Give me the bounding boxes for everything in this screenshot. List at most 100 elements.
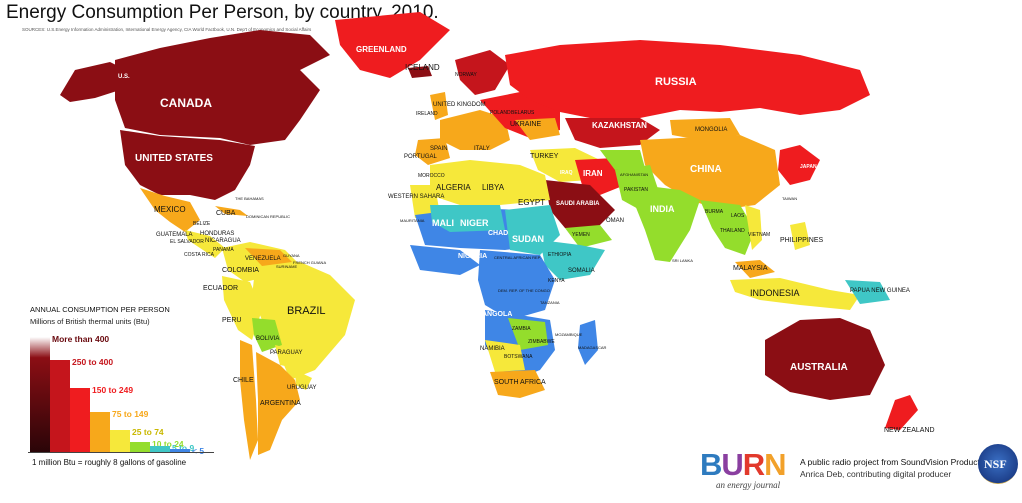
chile-region [240,340,258,460]
label-argentina: ARGENTINA [260,400,301,407]
sources-note: SOURCES: U.S.Energy Information Administ… [22,27,312,32]
legend-bar [50,360,70,452]
label-mali: MALI [432,218,454,228]
legend-bar [130,442,150,452]
label-egypt: EGYPT [518,198,545,207]
label-china: CHINA [690,164,722,175]
legend-note: 1 million Btu = roughly 8 gallons of gas… [32,458,187,467]
label-costarica: COSTA RICA [184,252,215,258]
legend-label: 75 to 149 [112,409,149,419]
label-pakistan: PAKISTAN [624,187,648,193]
label-bolivia: BOLIVIA [256,336,279,342]
mexico-region [140,188,200,232]
label-car: CENTRAL AFRICAN REP. [494,255,541,260]
legend-label: 150 to 249 [92,385,134,395]
label-colombia: COLOMBIA [222,267,259,274]
label-ireland: IRELAND [416,111,438,117]
botswana-namibia-region [485,340,525,372]
label-russia: RUSSIA [655,76,697,88]
burn-logo: BURN [700,447,787,483]
legend-title: ANNUAL CONSUMPTION PER PERSON [30,305,170,314]
label-iran: IRAN [583,169,603,178]
legend-bar [30,337,50,452]
burn-letter: R [742,447,765,482]
china-region [640,135,780,210]
kazakhstan-region [565,118,660,148]
label-ethiopia: ETHIOPIA [548,252,572,258]
paraguay-region [275,345,295,368]
bolivia-region [252,318,282,352]
label-taiwan: TAIWAN [782,196,797,201]
alaska-region [60,62,130,102]
label-madagascar: MADAGASCAR [578,345,607,350]
label-morocco: MOROCCO [418,173,445,179]
label-spain: SPAIN [430,146,448,152]
legend: ANNUAL CONSUMPTION PER PERSON Millions o… [26,305,214,471]
label-algeria: ALGERIA [436,183,471,192]
india-region [635,185,700,262]
label-nicaragua: NICARAGUA [205,238,241,244]
north-africa-region [430,160,550,205]
label-vietnam: VIETNAM [748,232,770,238]
label-frenchguiana: FRENCH GUIANA [293,260,326,265]
label-ecuador: ECUADOR [203,285,238,292]
label-belarus: BELARUS [511,110,535,116]
australia-region [765,318,885,400]
label-nigeria: NIGERIA [458,253,487,260]
malaysia-region [735,260,775,278]
indonesia-region [730,278,860,310]
label-dominican: DOMINICAN REPUBLIC [246,214,290,219]
label-australia: AUSTRALIA [790,362,848,373]
label-zimbabwe: ZIMBABWE [528,339,555,345]
argentina-region [256,352,300,455]
label-portugal: PORTUGAL [404,154,438,160]
label-mongolia: MONGOLIA [695,127,727,133]
nsf-logo-text: NSF [984,457,1007,471]
philippines-region [790,222,810,250]
label-burma: BURMA [705,209,724,215]
saudi-arabia-region [545,180,615,230]
central-america-region [185,230,225,258]
iberia-region [415,138,450,165]
label-panama: PANAMA [213,247,234,253]
credit-line-2: Anrica Deb, contributing digital produce… [800,469,952,479]
russia-region [505,40,870,120]
vietnam-region [745,205,762,250]
label-uk: UNITED KINGDOM [433,102,486,108]
papua-region [845,280,890,304]
iceland-region [408,66,432,78]
burn-tagline: an energy journal [716,480,781,490]
label-suriname: SURINAME [276,264,297,269]
label-us-alaska: U.S. [118,74,130,80]
burn-letter: N [764,447,786,482]
brazil-region [252,262,355,380]
ecuador-peru-region [222,276,262,340]
label-brazil: BRAZIL [287,305,326,317]
label-mexico: MEXICO [154,205,186,214]
label-westernsahara: WESTERN SAHARA [388,194,444,200]
legend-label: 250 to 400 [72,357,114,367]
label-philippines: PHILIPPINES [780,237,824,244]
label-iraq: IRAQ [560,170,573,176]
label-bahamas: THE BAHAMAS [235,196,264,201]
label-mauritania: MAURITANIA [400,218,425,223]
legend-bar [90,412,110,452]
map-title: Energy Consumption Per Person, by countr… [6,2,439,23]
europe-west-region [440,110,510,150]
legend-bar [70,388,90,452]
legend-bar [110,430,130,452]
label-venezuela: VENEZUELA [245,256,281,262]
label-paraguay: PARAGUAY [270,350,302,356]
label-zambia: ZAMBIA [512,326,531,332]
label-malaysia: MALAYSIA [733,265,768,272]
credit-line-1: A public radio project from SoundVision … [800,457,996,467]
uk-region [430,92,448,120]
label-tanzania: TANZANIA [540,300,560,305]
burn-letter: B [700,447,722,482]
label-uruguay: URUGUAY [287,385,317,391]
label-ukraine: UKRAINE [510,121,541,128]
label-kenya: KENYA [548,278,565,284]
mongolia-region [670,118,740,140]
legend-label: More than 400 [52,334,110,344]
label-drc: DEM. REP. OF THE CONGO [498,288,550,293]
